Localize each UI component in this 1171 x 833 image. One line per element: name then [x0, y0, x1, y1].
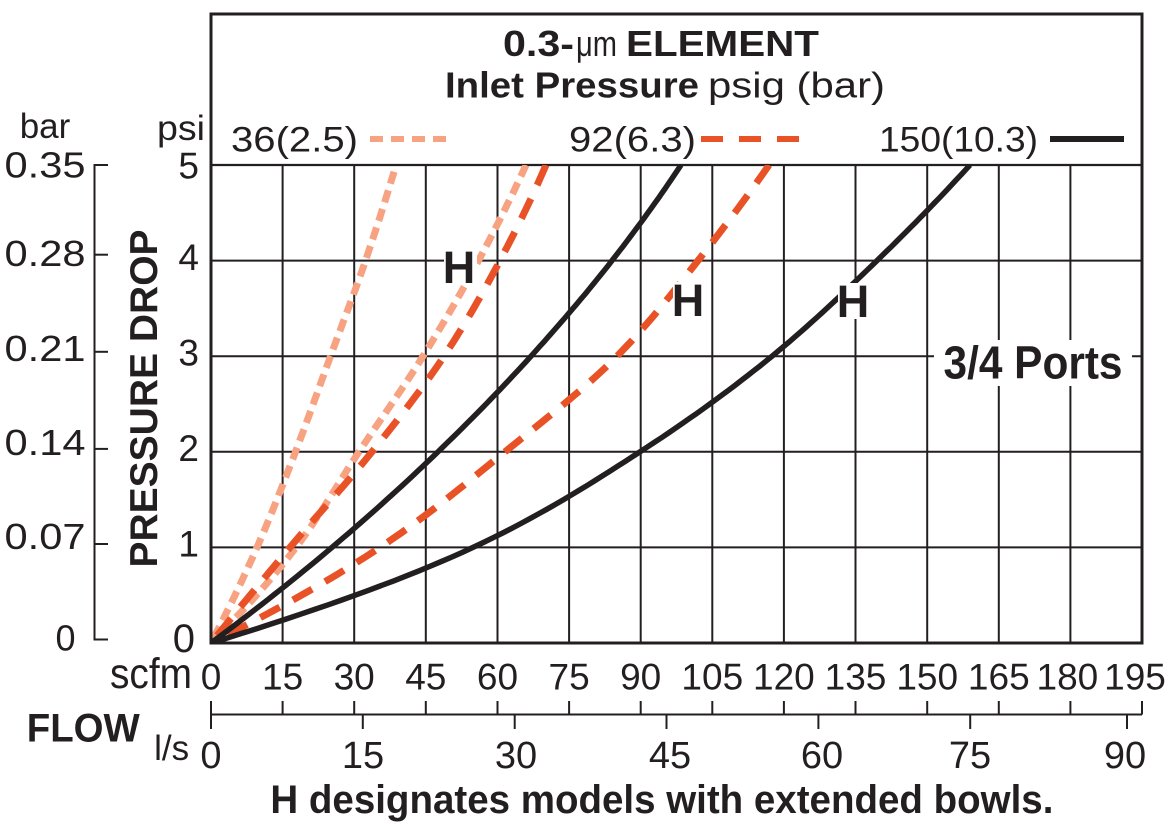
svg-text:scfm: scfm — [110, 650, 192, 698]
svg-text:2: 2 — [178, 428, 199, 469]
svg-text:H: H — [443, 242, 476, 293]
svg-text:165: 165 — [968, 657, 1030, 698]
svg-text:180: 180 — [1037, 657, 1099, 698]
svg-text:0.35: 0.35 — [5, 145, 86, 186]
svg-text:45: 45 — [405, 657, 446, 698]
svg-text:36(2.5): 36(2.5) — [231, 121, 358, 160]
svg-text:150: 150 — [896, 657, 958, 698]
svg-text:30: 30 — [495, 735, 537, 777]
svg-text:1: 1 — [178, 524, 199, 565]
svg-text:5: 5 — [178, 145, 199, 186]
svg-text:0: 0 — [200, 735, 221, 777]
svg-text:Inlet Pressure: Inlet Pressure — [445, 65, 699, 106]
svg-text:PRESSURE DROP: PRESSURE DROP — [123, 229, 166, 567]
svg-text:H: H — [837, 276, 870, 327]
svg-text:3: 3 — [178, 333, 199, 374]
svg-text:psi: psi — [157, 109, 205, 148]
svg-text:l/s: l/s — [154, 729, 189, 768]
svg-text:135: 135 — [825, 657, 887, 698]
svg-text:bar: bar — [20, 107, 71, 146]
svg-text:0.28: 0.28 — [5, 233, 86, 274]
svg-text:75: 75 — [949, 735, 991, 777]
svg-text:ELEMENT: ELEMENT — [626, 23, 819, 64]
svg-text:0.07: 0.07 — [5, 516, 86, 557]
svg-text:15: 15 — [262, 657, 303, 698]
svg-text:FLOW: FLOW — [27, 707, 140, 751]
svg-text:105: 105 — [681, 657, 743, 698]
svg-text:75: 75 — [549, 657, 590, 698]
svg-text:4: 4 — [178, 237, 199, 278]
svg-text:0: 0 — [201, 657, 222, 698]
svg-text:H designates models with exten: H designates models with extended bowls. — [270, 778, 1053, 822]
svg-text:H: H — [672, 275, 705, 326]
svg-text:90: 90 — [1104, 735, 1146, 777]
svg-text:45: 45 — [649, 735, 691, 777]
svg-text:0.21: 0.21 — [5, 328, 86, 369]
svg-text:90: 90 — [620, 657, 661, 698]
svg-text:μm: μm — [576, 23, 617, 64]
svg-text:30: 30 — [334, 657, 375, 698]
svg-text:0: 0 — [173, 617, 195, 661]
svg-text:92(6.3): 92(6.3) — [569, 121, 696, 160]
svg-text:120: 120 — [753, 657, 815, 698]
svg-text:0.14: 0.14 — [5, 422, 86, 463]
svg-text:psig (bar): psig (bar) — [708, 65, 885, 106]
svg-text:60: 60 — [801, 735, 843, 777]
svg-text:150(10.3): 150(10.3) — [879, 121, 1038, 160]
svg-text:0.3-: 0.3- — [503, 23, 574, 64]
svg-text:60: 60 — [477, 657, 518, 698]
svg-text:15: 15 — [342, 735, 384, 777]
svg-text:0: 0 — [55, 618, 75, 659]
svg-text:195: 195 — [1104, 657, 1166, 698]
svg-text:3/4 Ports: 3/4 Ports — [944, 337, 1123, 389]
